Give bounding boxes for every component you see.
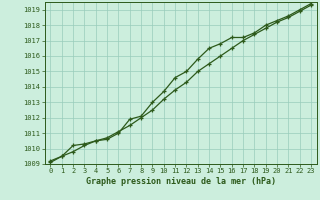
X-axis label: Graphe pression niveau de la mer (hPa): Graphe pression niveau de la mer (hPa) [86,177,276,186]
